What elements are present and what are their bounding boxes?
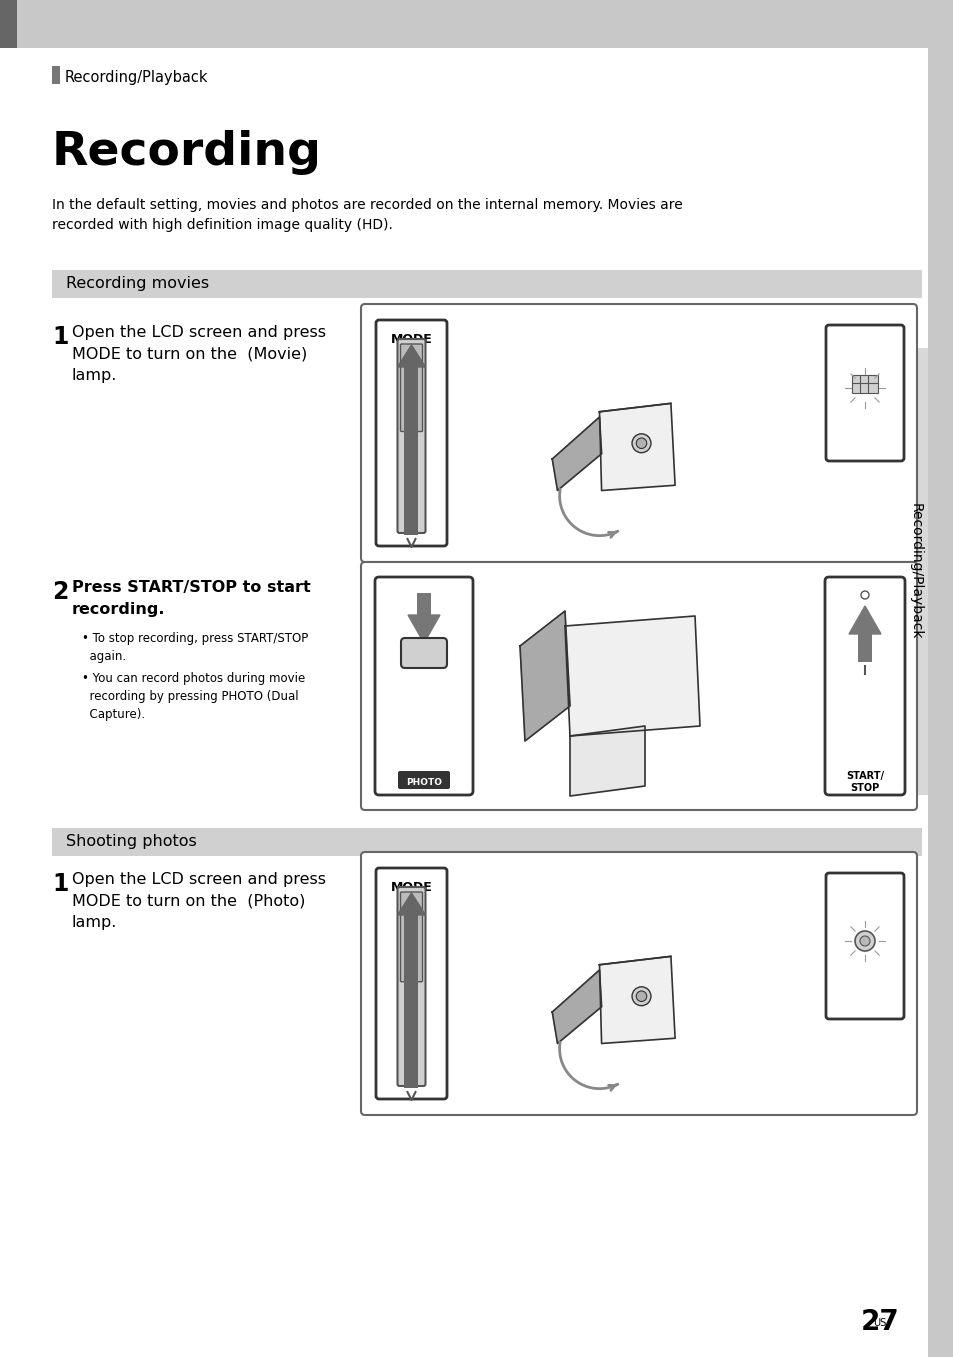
Text: START/
STOP: START/ STOP xyxy=(845,771,883,792)
Bar xyxy=(867,383,877,394)
FancyBboxPatch shape xyxy=(400,638,447,668)
Polygon shape xyxy=(519,611,569,741)
Text: Press START/STOP to start
recording.: Press START/STOP to start recording. xyxy=(71,579,311,616)
FancyBboxPatch shape xyxy=(397,771,450,788)
Text: MODE: MODE xyxy=(390,881,432,894)
FancyBboxPatch shape xyxy=(825,324,903,461)
Polygon shape xyxy=(397,345,425,366)
FancyBboxPatch shape xyxy=(360,852,916,1115)
Bar xyxy=(416,593,431,615)
Text: • To stop recording, press START/STOP
  again.: • To stop recording, press START/STOP ag… xyxy=(82,632,308,664)
Bar xyxy=(0,0,17,47)
Text: • You can record photos during movie
  recording by pressing PHOTO (Dual
  Captu: • You can record photos during movie rec… xyxy=(82,672,305,721)
Polygon shape xyxy=(598,957,675,1044)
Ellipse shape xyxy=(859,936,869,946)
Bar xyxy=(52,828,921,856)
Text: 1: 1 xyxy=(52,324,69,349)
FancyBboxPatch shape xyxy=(360,304,916,562)
Polygon shape xyxy=(848,607,880,634)
Polygon shape xyxy=(564,616,700,735)
Ellipse shape xyxy=(632,434,650,453)
Bar xyxy=(52,66,60,84)
Bar xyxy=(859,383,869,394)
Bar xyxy=(927,0,953,1357)
Text: 1: 1 xyxy=(52,873,69,896)
Text: 2: 2 xyxy=(52,579,69,604)
FancyBboxPatch shape xyxy=(375,577,473,795)
Ellipse shape xyxy=(636,991,646,1001)
Polygon shape xyxy=(552,417,601,490)
FancyBboxPatch shape xyxy=(397,887,425,1086)
FancyBboxPatch shape xyxy=(400,345,422,432)
Text: Open the LCD screen and press
MODE to turn on the  (Movie)
lamp.: Open the LCD screen and press MODE to tu… xyxy=(71,324,326,383)
Ellipse shape xyxy=(636,438,646,449)
Text: Recording/Playback: Recording/Playback xyxy=(908,503,923,639)
Text: Recording: Recording xyxy=(52,130,322,175)
Ellipse shape xyxy=(854,931,874,951)
Bar xyxy=(404,366,418,535)
Bar xyxy=(859,375,869,385)
Text: Recording/Playback: Recording/Playback xyxy=(65,71,209,85)
Bar xyxy=(0,0,953,47)
Polygon shape xyxy=(397,893,425,915)
Text: MODE: MODE xyxy=(390,332,432,346)
Polygon shape xyxy=(552,970,601,1044)
Text: Recording movies: Recording movies xyxy=(66,275,209,290)
Bar xyxy=(52,270,921,299)
Bar xyxy=(857,634,871,662)
Bar xyxy=(851,383,862,394)
Ellipse shape xyxy=(861,592,868,598)
FancyBboxPatch shape xyxy=(375,320,447,546)
FancyBboxPatch shape xyxy=(825,873,903,1019)
Text: In the default setting, movies and photos are recorded on the internal memory. M: In the default setting, movies and photo… xyxy=(52,198,682,232)
Bar xyxy=(851,375,862,385)
Text: PHOTO: PHOTO xyxy=(406,778,441,787)
Text: Open the LCD screen and press
MODE to turn on the  (Photo)
lamp.: Open the LCD screen and press MODE to tu… xyxy=(71,873,326,930)
Bar xyxy=(404,915,418,1088)
FancyBboxPatch shape xyxy=(375,868,447,1099)
Polygon shape xyxy=(569,726,644,797)
FancyBboxPatch shape xyxy=(397,339,425,533)
Text: US: US xyxy=(872,1318,885,1329)
FancyBboxPatch shape xyxy=(360,562,916,810)
Polygon shape xyxy=(408,615,439,643)
Polygon shape xyxy=(598,403,675,490)
Bar xyxy=(867,375,877,385)
Bar xyxy=(904,347,927,795)
FancyBboxPatch shape xyxy=(824,577,904,795)
FancyBboxPatch shape xyxy=(400,892,422,981)
Text: Shooting photos: Shooting photos xyxy=(66,835,196,849)
Ellipse shape xyxy=(632,987,650,1006)
Text: 27: 27 xyxy=(860,1308,899,1337)
